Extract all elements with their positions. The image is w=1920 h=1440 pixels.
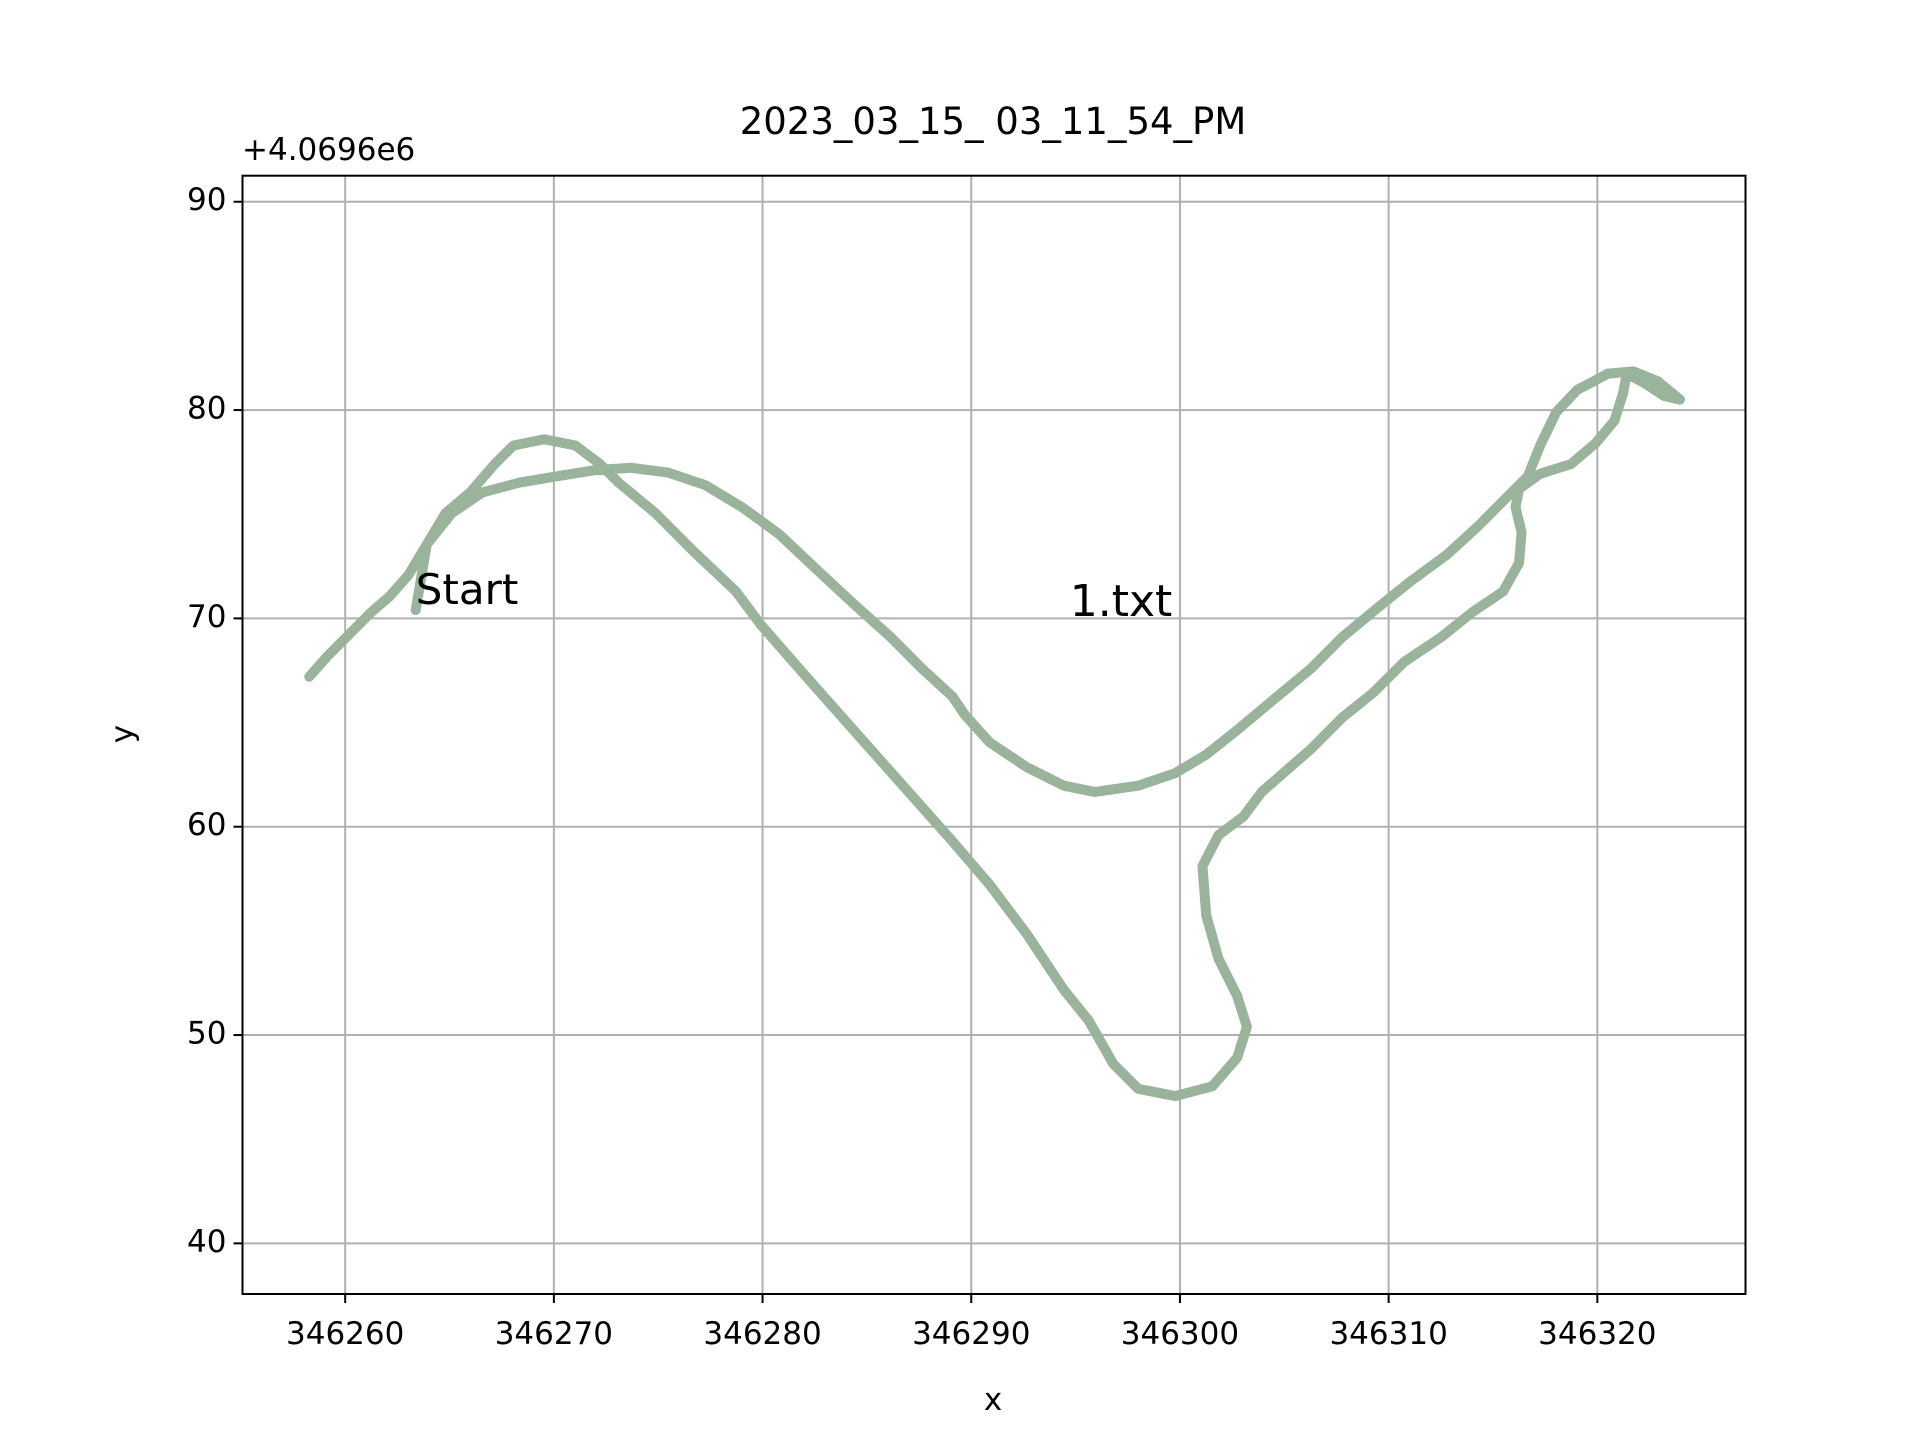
y-tick-label: 40 [187,1224,226,1260]
x-tick-label: 346300 [1121,1316,1239,1352]
x-tick-label: 346310 [1329,1316,1447,1352]
trajectory-line [304,366,1685,1102]
x-tick-label: 346260 [286,1316,404,1352]
y-tick-label: 70 [187,599,226,635]
plot-frame [241,174,1747,1296]
start-annotation: Start [416,565,519,614]
x-tick-label: 346280 [703,1316,821,1352]
y-tick-label: 80 [187,391,226,427]
y-tick-label: 50 [187,1016,226,1052]
x-tick-label: 346320 [1538,1316,1656,1352]
x-axis-label: x [984,1382,1002,1418]
y-tick-label: 90 [187,182,226,218]
x-tick-label: 346270 [495,1316,613,1352]
chart-title: 2023_03_15_ 03_11_54_PM [740,100,1247,143]
x-tick-label: 346290 [912,1316,1030,1352]
y-offset-label: +4.0696e6 [242,132,415,168]
y-axis-label: y [105,725,141,743]
y-tick-label: 60 [187,807,226,843]
